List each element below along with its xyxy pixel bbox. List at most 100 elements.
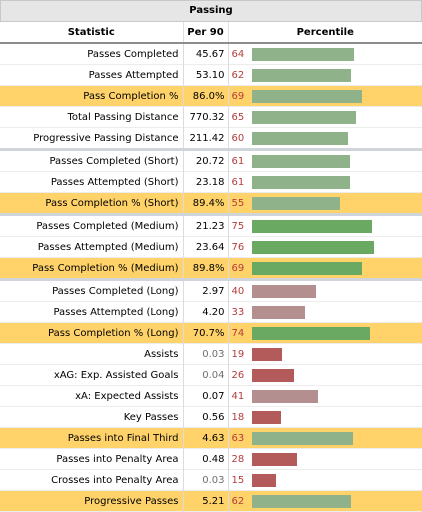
percentile-value: 74 bbox=[231, 327, 245, 339]
per90-value: 770.32 bbox=[182, 106, 228, 128]
percentile-bar bbox=[251, 305, 305, 319]
stat-label[interactable]: Passes into Penalty Area bbox=[56, 453, 179, 465]
percentile-value: 69 bbox=[231, 262, 245, 274]
percentile-cell: 65 bbox=[227, 106, 422, 128]
percentile-bar bbox=[251, 473, 276, 487]
passing-stats-table: Statistic Per 90 Percentile Passes Compl… bbox=[0, 22, 422, 512]
per90-value: 86.0% bbox=[182, 85, 228, 107]
percentile-bar-track bbox=[251, 175, 412, 189]
per90-value: 211.42 bbox=[182, 127, 228, 150]
stat-label[interactable]: Key Passes bbox=[123, 411, 179, 423]
stat-label[interactable]: Progressive Passing Distance bbox=[33, 132, 179, 144]
stat-label[interactable]: Crosses into Penalty Area bbox=[51, 474, 179, 486]
percentile-value: 61 bbox=[231, 155, 245, 167]
percentile-bar-track bbox=[251, 368, 412, 382]
percentile-bar-track bbox=[251, 410, 412, 424]
percentile-bar bbox=[251, 261, 362, 275]
percentile-bar-track bbox=[251, 219, 412, 233]
percentile-bar-track bbox=[251, 196, 412, 210]
table-row: Passes Attempted (Long) 4.20 33 bbox=[0, 301, 422, 323]
per90-value: 89.4% bbox=[182, 192, 228, 215]
percentile-bar-track bbox=[251, 305, 412, 319]
table-row: Pass Completion % (Medium) 89.8% 69 bbox=[0, 257, 422, 280]
percentile-bar bbox=[251, 110, 356, 124]
stat-label[interactable]: Pass Completion % bbox=[0, 85, 183, 107]
percentile-value: 40 bbox=[231, 285, 245, 297]
stat-label[interactable]: Assists bbox=[144, 348, 179, 360]
stat-label[interactable]: Passes Completed (Medium) bbox=[36, 220, 179, 232]
percentile-cell: 40 bbox=[227, 279, 422, 302]
percentile-value: 63 bbox=[231, 432, 245, 444]
table-row: Pass Completion % 86.0% 69 bbox=[0, 85, 422, 107]
stat-label[interactable]: Passes Completed (Short) bbox=[49, 155, 179, 167]
stat-label[interactable]: Passes Completed bbox=[87, 48, 179, 60]
percentile-value: 76 bbox=[231, 241, 245, 253]
percentile-bar bbox=[251, 154, 350, 168]
table-row: Passes Attempted (Medium) 23.64 76 bbox=[0, 236, 422, 258]
stat-label[interactable]: xA: Expected Assists bbox=[75, 390, 179, 402]
stat-label[interactable]: Passes Attempted (Short) bbox=[50, 176, 179, 188]
per90-value: 0.04 bbox=[182, 364, 228, 386]
percentile-cell: 26 bbox=[227, 364, 422, 386]
stat-label[interactable]: Total Passing Distance bbox=[67, 111, 179, 123]
percentile-value: 26 bbox=[231, 369, 245, 381]
percentile-value: 60 bbox=[231, 132, 245, 144]
stat-label[interactable]: Passes Attempted (Long) bbox=[53, 306, 179, 318]
stat-label[interactable]: Pass Completion % (Medium) bbox=[0, 257, 183, 280]
header-percentile[interactable]: Percentile bbox=[227, 22, 422, 44]
percentile-bar bbox=[251, 175, 350, 189]
per90-value: 2.97 bbox=[182, 279, 228, 302]
per90-value: 23.64 bbox=[182, 236, 228, 258]
percentile-bar bbox=[251, 494, 351, 508]
percentile-value: 15 bbox=[231, 474, 245, 486]
percentile-bar bbox=[251, 131, 348, 145]
percentile-bar-track bbox=[251, 131, 412, 145]
header-per-90[interactable]: Per 90 bbox=[182, 22, 228, 44]
stat-label[interactable]: Pass Completion % (Long) bbox=[0, 322, 183, 344]
percentile-bar-track bbox=[251, 284, 412, 298]
percentile-cell: 64 bbox=[227, 43, 422, 65]
percentile-value: 19 bbox=[231, 348, 245, 360]
percentile-value: 75 bbox=[231, 220, 245, 232]
stat-label[interactable]: Passes into Final Third bbox=[0, 427, 183, 449]
per90-value: 23.18 bbox=[182, 171, 228, 193]
per90-value: 21.23 bbox=[182, 214, 228, 237]
percentile-cell: 15 bbox=[227, 469, 422, 491]
percentile-bar-track bbox=[251, 89, 412, 103]
stat-label[interactable]: Passes Completed (Long) bbox=[52, 285, 179, 297]
per90-value: 53.10 bbox=[182, 64, 228, 86]
percentile-cell: 62 bbox=[227, 490, 422, 512]
stat-label[interactable]: Passes Attempted (Medium) bbox=[37, 241, 179, 253]
percentile-cell: 18 bbox=[227, 406, 422, 428]
percentile-cell: 69 bbox=[227, 85, 422, 107]
stat-label[interactable]: Progressive Passes bbox=[0, 490, 183, 512]
table-row: Crosses into Penalty Area 0.03 15 bbox=[0, 469, 422, 491]
percentile-value: 41 bbox=[231, 390, 245, 402]
stat-label[interactable]: Pass Completion % (Short) bbox=[0, 192, 183, 215]
percentile-bar-track bbox=[251, 452, 412, 466]
table-row: Passes into Final Third 4.63 63 bbox=[0, 427, 422, 449]
header-statistic[interactable]: Statistic bbox=[0, 22, 183, 44]
percentile-bar-track bbox=[251, 47, 412, 61]
percentile-bar-track bbox=[251, 473, 412, 487]
percentile-value: 61 bbox=[231, 176, 245, 188]
percentile-bar bbox=[251, 89, 362, 103]
percentile-cell: 55 bbox=[227, 192, 422, 215]
percentile-bar bbox=[251, 347, 282, 361]
per90-value: 0.48 bbox=[182, 448, 228, 470]
stat-label[interactable]: xAG: Exp. Assisted Goals bbox=[53, 369, 179, 381]
percentile-bar-track bbox=[251, 326, 412, 340]
percentile-cell: 76 bbox=[227, 236, 422, 258]
per90-value: 89.8% bbox=[182, 257, 228, 280]
table-caption: Passing bbox=[0, 0, 422, 22]
percentile-bar-track bbox=[251, 68, 412, 82]
table-row: Total Passing Distance 770.32 65 bbox=[0, 106, 422, 128]
per90-value: 0.03 bbox=[182, 343, 228, 365]
percentile-bar bbox=[251, 68, 351, 82]
percentile-cell: 75 bbox=[227, 214, 422, 237]
table-row: Passes Completed (Short) 20.72 61 bbox=[0, 149, 422, 172]
stat-label[interactable]: Passes Attempted bbox=[88, 69, 179, 81]
percentile-bar bbox=[251, 240, 374, 254]
table-row: Progressive Passes 5.21 62 bbox=[0, 490, 422, 512]
percentile-cell: 19 bbox=[227, 343, 422, 365]
